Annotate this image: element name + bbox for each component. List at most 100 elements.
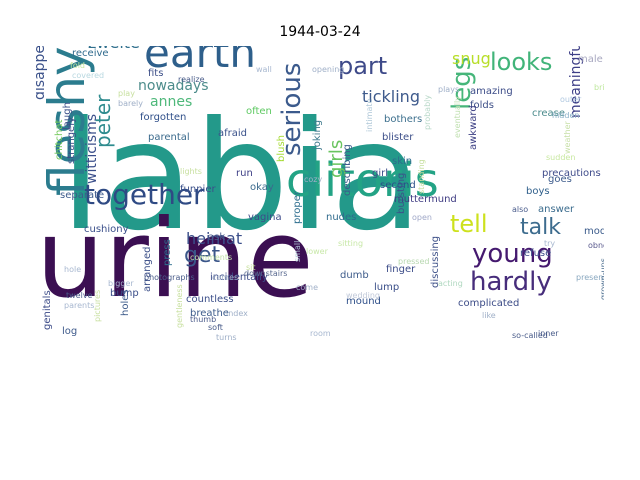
cloud-word: downstairs (244, 269, 287, 278)
cloud-word: incidentally (210, 272, 268, 283)
cloud-word: log (62, 326, 77, 337)
cloud-word: afraid (218, 128, 247, 139)
cloud-word: sit (246, 263, 256, 272)
cloud-word: sitting (338, 239, 363, 248)
cloud-word: fleshy (38, 46, 96, 196)
cloud-word: serious (277, 63, 307, 156)
cloud-word: lump (374, 282, 399, 293)
cloud-word: cushiony (84, 224, 129, 235)
cloud-word: clitoris (286, 153, 439, 207)
cloud-word: meaningful (568, 46, 584, 118)
cloud-word: peter (91, 94, 115, 148)
figure-title: 1944-03-24 (279, 24, 361, 40)
cloud-word: countless (186, 294, 234, 305)
cloud-word: joking (312, 120, 323, 151)
cloud-word: refuse (520, 248, 551, 259)
cloud-word: pressed (398, 257, 429, 266)
cloud-word: bothers (384, 114, 422, 125)
cloud-word: bigger (108, 279, 134, 288)
cloud-word: describing (342, 144, 353, 196)
cloud-word: obnoxious (588, 241, 604, 250)
cloud-word: male (578, 54, 603, 65)
cloud-word: blush (276, 135, 287, 162)
cloud-word: arranged (142, 247, 153, 293)
cloud-word: inner (538, 329, 559, 338)
cloud-word: upper (36, 108, 37, 238)
cloud-word: plays (438, 85, 459, 94)
cloud-word: run (236, 168, 253, 179)
cloud-word: often (246, 106, 272, 117)
cloud-word: women (306, 46, 474, 47)
cloud-word: young (472, 239, 553, 269)
cloud-word: turns (216, 333, 237, 342)
cloud-word: awkward (468, 105, 479, 150)
cloud-word: room (310, 329, 331, 338)
cloud-word: tickling (362, 87, 420, 106)
cloud-word: cozy (304, 175, 322, 184)
cloud-word: annes (150, 94, 192, 110)
cloud-word: strangely (66, 117, 77, 164)
cloud-word: legs (447, 57, 477, 110)
cloud-word: get (184, 243, 221, 268)
cloud-word: play (118, 89, 135, 98)
cloud-word: hole (64, 265, 81, 274)
cloud-word: presence (576, 273, 604, 282)
cloud-word: folds (470, 100, 494, 111)
cloud-word: girl (372, 168, 388, 179)
cloud-word: opening (312, 65, 344, 74)
cloud-word: bursting (396, 173, 407, 214)
cloud-word: talk (520, 215, 561, 240)
cloud-word: open (412, 213, 432, 222)
cloud-word: pictures (93, 290, 102, 322)
cloud-word: small (293, 241, 302, 262)
cloud-word: okay (250, 182, 274, 193)
cloud-word: blister (382, 132, 414, 143)
cloud-word: witticisms (84, 114, 100, 184)
cloud-word: bright (594, 83, 604, 92)
cloud-word: forgotten (140, 112, 186, 123)
cloud-word: boys (526, 186, 550, 197)
cloud-word: parental (148, 132, 190, 143)
cloud-word: precautions (542, 168, 601, 179)
cloud-word: genitals (42, 290, 53, 330)
cloud-word: nowadays (138, 78, 209, 94)
cloud-word: snug (452, 49, 491, 68)
cloud-word: muttermund (394, 194, 457, 205)
cloud-word: comes (212, 273, 238, 282)
cloud-word: eventually (453, 96, 462, 138)
cloud-word: lower (306, 247, 329, 256)
cloud-word: fold (70, 61, 85, 70)
cloud-word: lights (180, 167, 202, 176)
cloud-word: looks (490, 48, 552, 76)
cloud-word: so-called (512, 331, 548, 340)
cloud-word: like (482, 311, 496, 320)
cloud-word: together (84, 178, 205, 211)
cloud-word: intimate (365, 99, 374, 132)
cloud-word: barely (118, 99, 143, 108)
cloud-word: wall (256, 65, 272, 74)
cloud-word: disappear (36, 46, 48, 100)
cloud-word: laugh (62, 102, 73, 130)
cloud-word: realize (178, 75, 205, 84)
cloud-word: standing (417, 159, 426, 194)
cloud-word: gentleness (175, 284, 184, 328)
cloud-word: fits (148, 68, 163, 79)
cloud-word: holes (120, 289, 131, 316)
cloud-word: models (584, 226, 604, 237)
cloud-word: weather (563, 121, 572, 154)
cloud-word: nudes (326, 212, 356, 223)
cloud-word: heimat (186, 229, 242, 248)
cloud-word: soft (208, 323, 223, 332)
cloud-word: ask (208, 232, 225, 243)
cloud-word: discussing (430, 236, 441, 288)
cloud-word: second (380, 180, 416, 191)
cloud-word: earth (144, 46, 256, 77)
cloud-word: finger (386, 264, 416, 275)
cloud-word: complicated (458, 298, 519, 309)
cloud-word: outer (560, 95, 582, 104)
cloud-word: comments (190, 253, 232, 262)
cloud-word: photographs (144, 273, 195, 282)
cloud-word: tell (450, 210, 488, 238)
cloud-word: parents (64, 301, 94, 310)
